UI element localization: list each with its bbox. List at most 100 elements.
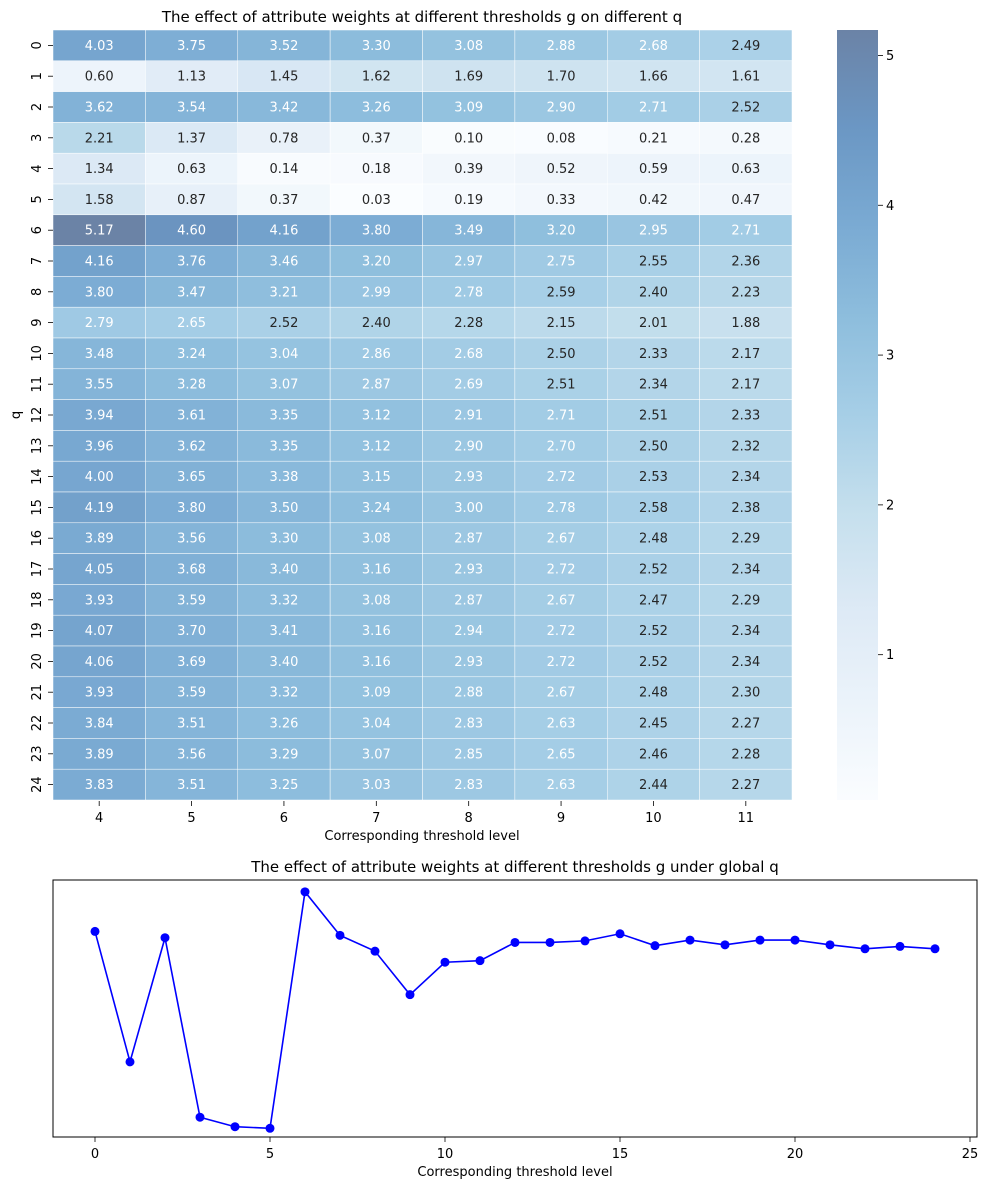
heatmap-cell — [699, 214, 793, 246]
heatmap-cell-label: 3.49 — [454, 224, 483, 239]
heatmap-cell — [699, 707, 793, 739]
heatmap-x-tick-label: 8 — [465, 811, 473, 826]
heatmap-cell-label: 3.15 — [362, 470, 391, 485]
heatmap-cell — [329, 91, 423, 123]
heatmap-cell-label: 3.12 — [362, 439, 391, 454]
heatmap-cell-label: 2.17 — [731, 378, 760, 393]
heatmap-cell — [422, 707, 516, 739]
heatmap-cell — [237, 522, 331, 554]
heatmap-cell — [607, 368, 700, 400]
series-point — [720, 940, 730, 950]
heatmap-cell-label: 3.83 — [85, 778, 114, 793]
heatmap-cell — [422, 584, 516, 616]
heatmap-cell — [237, 245, 331, 277]
series-point — [125, 1057, 135, 1067]
heatmap-cell-label: 2.71 — [731, 224, 760, 239]
heatmap-cell-label: 3.84 — [85, 717, 114, 732]
heatmap-cell — [607, 768, 700, 801]
heatmap-cell-label: 0.33 — [547, 193, 576, 208]
heatmap-y-tick-label: 22 — [30, 715, 45, 732]
heatmap-cell-label: 2.34 — [731, 563, 760, 578]
series-point — [580, 936, 590, 946]
heatmap-cell-label: 3.76 — [177, 255, 206, 270]
heatmap-cell-label: 2.46 — [639, 747, 668, 762]
heatmap-x-axis-label: Corresponding threshold level — [324, 829, 519, 844]
heatmap-cell-label: 0.47 — [731, 193, 760, 208]
heatmap-cell — [607, 676, 700, 708]
heatmap-cell — [145, 522, 238, 554]
heatmap-cell-label: 2.71 — [639, 101, 668, 116]
series-point — [405, 990, 415, 1000]
heatmap-cell-label: 3.09 — [362, 686, 391, 701]
heatmap-cell-label: 3.04 — [269, 347, 298, 362]
heatmap-panel: The effect of attribute weights at diffe… — [9, 8, 793, 844]
heatmap-cell-label: 3.12 — [362, 409, 391, 424]
heatmap-cell — [699, 430, 793, 462]
heatmap-cells: 4.03 3.75 3.52 3.30 3.08 2.88 2.68 2.49 0.60 1.13… — [52, 29, 793, 801]
heatmap-cell-label: 3.38 — [269, 470, 298, 485]
heatmap-cell — [329, 645, 423, 678]
heatmap-cell — [52, 368, 146, 400]
heatmap-cell-label: 2.52 — [731, 101, 760, 116]
colorbar-gradient — [837, 30, 878, 800]
heatmap-cell — [514, 152, 608, 185]
heatmap-cell — [422, 91, 516, 123]
heatmap-cell — [329, 738, 423, 770]
heatmap-cell-label: 2.28 — [454, 316, 483, 331]
heatmap-cell — [145, 29, 238, 62]
heatmap-x-ticks: 4 5 6 7 8 9 10 11 — [95, 801, 754, 826]
heatmap-cell-label: 4.19 — [85, 501, 114, 516]
series-point — [895, 941, 905, 951]
heatmap-cell — [237, 337, 331, 370]
colorbar-tick-label: 3 — [886, 349, 894, 364]
heatmap-cell-label: 2.85 — [454, 747, 483, 762]
heatmap-cell-label: 2.23 — [731, 285, 760, 300]
heatmap-x-tick-label: 11 — [738, 811, 755, 826]
heatmap-y-tick-label: 4 — [30, 164, 45, 172]
heatmap-cell-label: 3.62 — [177, 439, 206, 454]
heatmap-x-tick-label: 10 — [645, 811, 662, 826]
heatmap-cell — [699, 152, 793, 185]
heatmap-cell — [699, 768, 793, 801]
heatmap-cell — [329, 368, 423, 400]
heatmap-cell — [329, 337, 423, 370]
heatmap-cell-label: 2.88 — [454, 686, 483, 701]
heatmap-cell — [607, 645, 700, 678]
heatmap-cell-label: 2.40 — [639, 285, 668, 300]
heatmap-cell — [607, 152, 700, 185]
heatmap-cell-label: 0.52 — [547, 162, 576, 177]
heatmap-cell — [514, 768, 608, 801]
heatmap-cell — [422, 29, 516, 62]
heatmap-cell — [329, 122, 423, 154]
heatmap-cell — [52, 491, 146, 524]
heatmap-cell-label: 3.75 — [177, 39, 206, 54]
heatmap-y-axis-label: q — [9, 411, 24, 419]
heatmap-cell-label: 2.38 — [731, 501, 760, 516]
heatmap-cell-label: 2.29 — [731, 532, 760, 547]
heatmap-cell — [422, 645, 516, 678]
heatmap-cell — [422, 676, 516, 708]
heatmap-cell — [237, 768, 331, 801]
heatmap-cell-label: 2.72 — [547, 655, 576, 670]
heatmap-cell-label: 3.80 — [362, 224, 391, 239]
heatmap-y-tick-label: 19 — [30, 622, 45, 639]
heatmap-cell — [329, 676, 423, 708]
heatmap-cell-label: 4.06 — [85, 655, 114, 670]
heatmap-cell-label: 3.46 — [269, 255, 298, 270]
heatmap-cell-label: 2.93 — [454, 655, 483, 670]
heatmap-cell — [607, 399, 700, 431]
heatmap-cell-label: 3.69 — [177, 655, 206, 670]
heatmap-cell-label: 2.87 — [454, 593, 483, 608]
heatmap-cell-label: 2.88 — [547, 39, 576, 54]
heatmap-y-tick-label: 15 — [30, 499, 45, 516]
heatmap-cell-label: 2.44 — [639, 778, 668, 793]
heatmap-y-tick-label: 8 — [30, 288, 45, 296]
heatmap-cell — [699, 337, 793, 370]
heatmap-cell — [237, 214, 331, 246]
series-point — [860, 944, 870, 954]
heatmap-y-tick-label: 5 — [30, 195, 45, 203]
heatmap-cell-label: 2.83 — [454, 778, 483, 793]
heatmap-cell-label: 2.52 — [639, 655, 668, 670]
heatmap-cell-label: 3.40 — [269, 655, 298, 670]
heatmap-cell-label: 2.78 — [454, 285, 483, 300]
